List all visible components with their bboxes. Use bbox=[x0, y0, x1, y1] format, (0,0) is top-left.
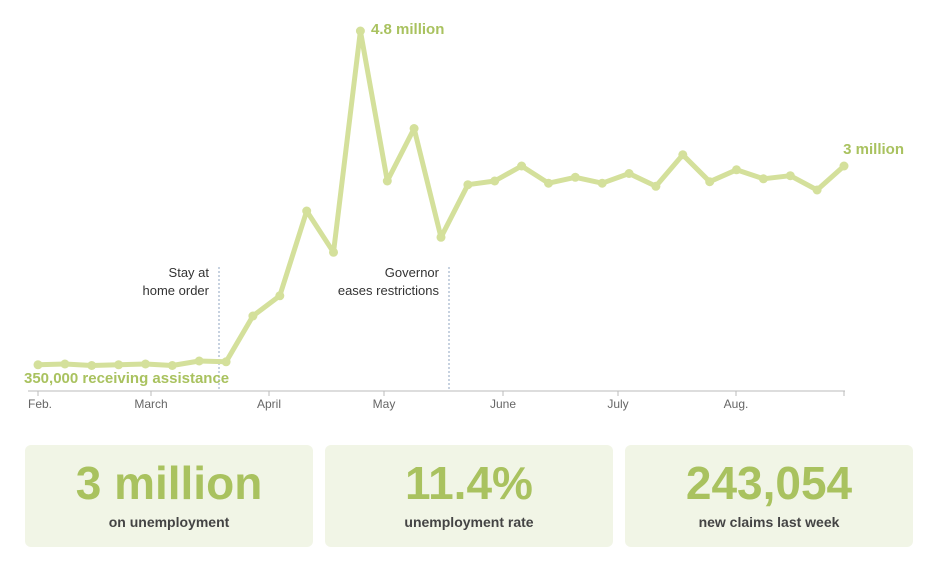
stat-cards: 3 million on unemployment 11.4% unemploy… bbox=[25, 445, 913, 547]
data-point bbox=[248, 311, 258, 321]
data-point bbox=[33, 360, 43, 370]
data-point bbox=[785, 171, 795, 181]
x-axis-ticks: Feb. March April May June July Aug. bbox=[28, 391, 845, 411]
stat-card-unemployment-rate: 11.4% unemployment rate bbox=[325, 445, 613, 547]
end-label: 3 million bbox=[843, 141, 904, 158]
data-point bbox=[382, 176, 392, 186]
data-point bbox=[544, 178, 553, 188]
data-point bbox=[194, 356, 204, 366]
stat-card-unemployment-count: 3 million on unemployment bbox=[25, 445, 313, 547]
data-point bbox=[436, 232, 446, 242]
stat-value: 11.4% bbox=[405, 457, 533, 509]
data-point bbox=[167, 361, 177, 370]
data-point bbox=[678, 150, 688, 160]
data-point bbox=[60, 359, 70, 369]
data-point bbox=[463, 180, 473, 190]
data-point bbox=[732, 165, 741, 175]
stat-label: unemployment rate bbox=[404, 514, 534, 530]
start-label: 350,000 receiving assistance bbox=[24, 370, 229, 387]
data-point bbox=[302, 206, 312, 216]
stat-card-new-claims: 243,054 new claims last week bbox=[625, 445, 913, 547]
data-point bbox=[597, 178, 607, 188]
series-points bbox=[33, 26, 849, 370]
data-point bbox=[839, 161, 849, 171]
data-point bbox=[275, 291, 285, 301]
stat-value: 243,054 bbox=[685, 457, 853, 509]
data-point bbox=[409, 124, 419, 133]
series-line bbox=[35, 28, 847, 368]
stat-value: 3 million bbox=[75, 457, 263, 509]
data-point bbox=[490, 176, 500, 186]
data-point bbox=[570, 172, 580, 182]
data-point bbox=[624, 169, 634, 178]
data-point bbox=[758, 174, 768, 184]
data-point bbox=[705, 177, 715, 187]
x-tick-label: April bbox=[257, 397, 281, 411]
peak-label: 4.8 million bbox=[371, 21, 444, 38]
x-tick-label: July bbox=[607, 397, 628, 411]
data-point bbox=[87, 361, 97, 370]
data-point bbox=[221, 357, 231, 367]
data-point bbox=[355, 26, 365, 36]
governor-label-line1: Governor bbox=[385, 265, 440, 280]
x-tick-label: Feb. bbox=[28, 397, 52, 411]
data-point bbox=[114, 360, 124, 370]
stay-at-home-label-line1: Stay at bbox=[169, 265, 210, 280]
unemployment-chart: Feb. March April May June July Aug. Stay at ho… bbox=[24, 21, 904, 411]
data-point bbox=[517, 161, 527, 171]
x-tick-label: June bbox=[490, 397, 516, 411]
governor-label-line2: eases restrictions bbox=[338, 283, 440, 298]
x-tick-label: March bbox=[134, 397, 167, 411]
stat-label: new claims last week bbox=[698, 514, 840, 530]
data-point bbox=[329, 247, 338, 257]
data-point bbox=[812, 185, 822, 195]
stat-label: on unemployment bbox=[108, 514, 230, 530]
data-point bbox=[651, 181, 661, 191]
stay-at-home-label-line2: home order bbox=[143, 283, 210, 298]
x-tick-label: May bbox=[373, 397, 396, 411]
x-tick-label: Aug. bbox=[724, 397, 749, 411]
data-point bbox=[141, 359, 150, 369]
